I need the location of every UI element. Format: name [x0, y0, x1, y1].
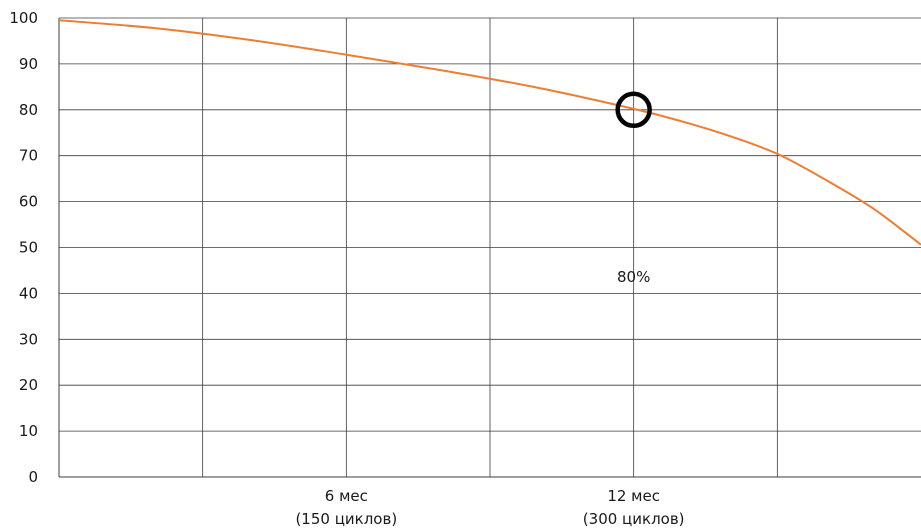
y-tick-label: 10 [19, 422, 38, 440]
annotation-label: 80% [617, 268, 650, 286]
y-tick-label: 80 [19, 101, 38, 119]
series [58, 19, 921, 246]
y-tick-label: 0 [28, 468, 38, 486]
y-tick-label: 90 [19, 55, 38, 73]
y-tick-label: 60 [19, 193, 38, 211]
y-tick-label: 40 [19, 284, 38, 302]
capacity-line [58, 19, 921, 246]
y-tick-label: 20 [19, 376, 38, 394]
y-tick-label: 50 [19, 239, 38, 257]
y-tick-label: 30 [19, 330, 38, 348]
y-tick-label: 70 [19, 147, 38, 165]
grid [59, 17, 921, 477]
labels: 0 10 20 30 40 50 60 70 80 90 100 6 мес (150 циклов) 1… [9, 9, 684, 528]
x-tick-label: 12 мес [607, 487, 660, 505]
axes [58, 18, 921, 478]
x-tick-sublabel: (300 циклов) [583, 510, 685, 528]
x-tick-label: 6 мес [325, 487, 368, 505]
x-tick-sublabel: (150 циклов) [295, 510, 397, 528]
y-tick-label: 100 [9, 9, 38, 27]
marker-circle [615, 91, 652, 129]
